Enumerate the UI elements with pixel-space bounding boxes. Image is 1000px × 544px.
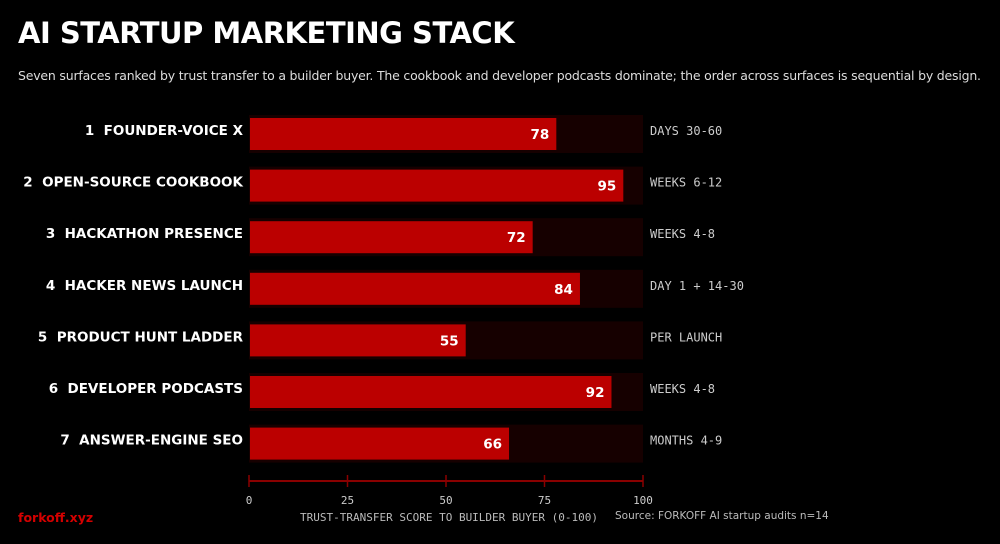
category-label: 1 FOUNDER-VOICE X <box>85 123 244 139</box>
bar <box>250 376 612 408</box>
category-label: 4 HACKER NEWS LAUNCH <box>46 278 243 294</box>
timing-annotation: WEEKS 4-8 <box>650 382 715 396</box>
timing-annotation: WEEKS 6-12 <box>650 176 722 190</box>
timing-annotation: DAYS 30-60 <box>650 124 722 138</box>
chart-subtitle: Seven surfaces ranked by trust transfer … <box>18 68 981 83</box>
x-tick-label: 75 <box>538 494 551 507</box>
x-axis-label: TRUST-TRANSFER SCORE TO BUILDER BUYER (0… <box>300 511 599 524</box>
x-tick-label: 100 <box>633 494 653 507</box>
bar <box>250 169 624 202</box>
category-label: 7 ANSWER-ENGINE SEO <box>60 433 243 449</box>
bar-value-label: 95 <box>598 179 617 195</box>
bar-value-label: 72 <box>507 230 526 246</box>
brand-logo[interactable]: forkoff.xyz <box>18 510 94 525</box>
bar-value-label: 55 <box>440 333 459 349</box>
timing-annotation: PER LAUNCH <box>650 330 722 344</box>
timing-annotation: DAY 1 + 14-30 <box>650 279 744 293</box>
timing-annotation: WEEKS 4-8 <box>650 227 715 241</box>
bar <box>250 272 580 305</box>
bar <box>250 324 466 357</box>
bar-value-label: 78 <box>531 127 550 143</box>
bar-value-label: 92 <box>586 385 605 401</box>
bar-value-label: 84 <box>554 282 573 298</box>
x-tick-label: 50 <box>439 494 452 507</box>
category-label: 5 PRODUCT HUNT LADDER <box>38 329 244 345</box>
bar <box>250 427 510 460</box>
bar-value-label: 66 <box>483 437 502 453</box>
category-label: 3 HACKATHON PRESENCE <box>46 226 243 242</box>
category-label: 2 OPEN-SOURCE COOKBOOK <box>23 175 243 191</box>
chart-title: AI STARTUP MARKETING STACK <box>18 16 515 50</box>
bar <box>250 221 533 254</box>
x-tick-label: 25 <box>341 494 354 507</box>
source-note: Source: FORKOFF AI startup audits n=14 <box>615 510 829 522</box>
bar <box>250 118 557 150</box>
timing-annotation: MONTHS 4-9 <box>650 434 722 448</box>
category-label: 6 DEVELOPER PODCASTS <box>49 381 243 397</box>
x-tick-label: 0 <box>246 494 253 507</box>
